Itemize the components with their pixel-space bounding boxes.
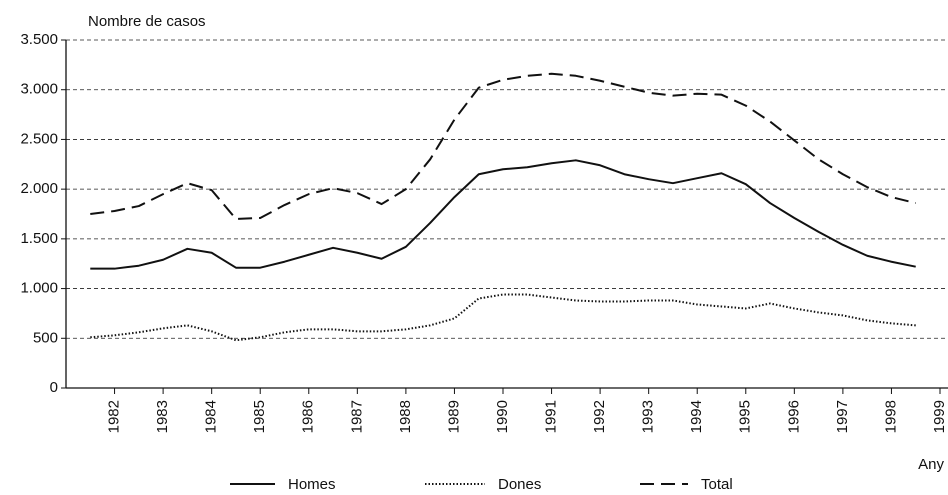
x-tick-label: 1984 [203,400,220,433]
x-tick-label: 1995 [737,400,754,433]
x-tick-label: 1985 [251,400,268,433]
y-tick-label: 2.000 [20,180,58,197]
y-axis-label: Nombre de casos [88,13,206,30]
x-axis-label: Any [918,456,944,473]
x-tick-label: 1982 [106,400,123,433]
x-tick-label: 1996 [785,400,802,433]
series-line [90,72,916,220]
y-tick-label: 3.500 [20,31,58,48]
legend-label: Homes [288,476,336,493]
legend-label: Dones [498,476,541,493]
y-tick-label: 3.000 [20,81,58,98]
x-tick-label: 1991 [543,400,560,433]
x-tick-label: 1987 [348,400,365,433]
x-tick-label: 1998 [882,400,899,433]
x-tick-label: 1994 [688,400,705,433]
x-tick-label: 1992 [591,400,608,433]
series-line [90,293,916,342]
x-tick-label: 1997 [834,400,851,433]
x-tick-label: 1986 [300,400,317,433]
x-tick-label: 1999 [931,400,948,433]
y-tick-label: 0 [50,379,58,396]
y-tick-label: 1.000 [20,280,58,297]
y-tick-label: 2.500 [20,130,58,147]
x-tick-label: 1993 [640,400,657,433]
x-tick-label: 1983 [154,400,171,433]
series-line [90,159,916,270]
y-tick-label: 1.500 [20,230,58,247]
x-tick-label: 1988 [397,400,414,433]
y-tick-label: 500 [33,329,58,346]
legend-label: Total [701,476,733,493]
x-tick-label: 1989 [445,400,462,433]
x-tick-label: 1990 [494,400,511,433]
